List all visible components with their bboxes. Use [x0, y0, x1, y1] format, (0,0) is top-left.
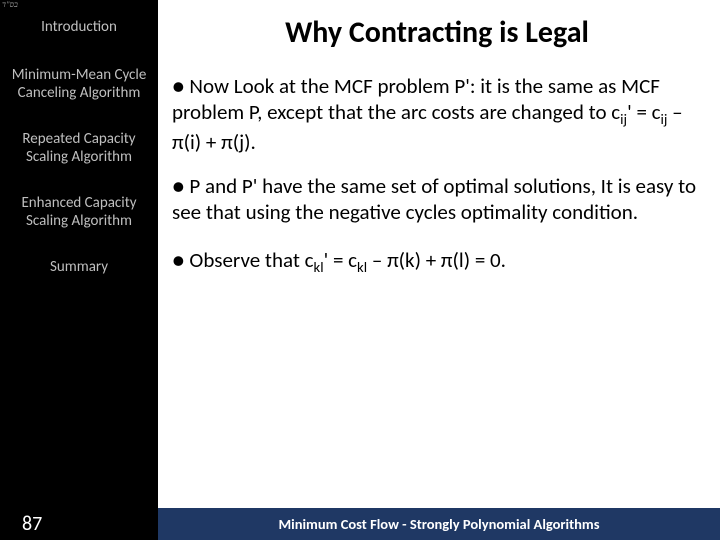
sidebar-item-mmcc[interactable]: Minimum-Mean Cycle Canceling Algorithm [6, 66, 152, 102]
sidebar-item-repeated-scaling[interactable]: Repeated Capacity Scaling Algorithm [6, 130, 152, 166]
main-content: Why Contracting is Legal ● Now Look at t… [158, 0, 720, 508]
sidebar-item-enhanced-scaling[interactable]: Enhanced Capacity Scaling Algorithm [6, 194, 152, 230]
slide: בס"ד Introduction Minimum-Mean Cycle Can… [0, 0, 720, 540]
bullet-2: ● P and P' have the same set of optimal … [172, 173, 702, 229]
slide-title: Why Contracting is Legal [172, 14, 702, 51]
page-number: 87 [0, 508, 158, 540]
corner-mark: בס"ד [2, 0, 18, 9]
slide-body: ● Now Look at the MCF problem P': it is … [172, 73, 702, 294]
footer-title: Minimum Cost Flow - Strongly Polynomial … [158, 515, 720, 533]
sidebar: בס"ד Introduction Minimum-Mean Cycle Can… [0, 0, 158, 508]
slide-top: בס"ד Introduction Minimum-Mean Cycle Can… [0, 0, 720, 508]
footer: 87 Minimum Cost Flow - Strongly Polynomi… [0, 508, 720, 540]
bullet-3: ● Observe that ckl' = ckl – π(k) + π(l) … [172, 247, 702, 277]
sidebar-item-introduction[interactable]: Introduction [41, 18, 117, 36]
sidebar-item-summary[interactable]: Summary [50, 258, 108, 276]
bullet-1: ● Now Look at the MCF problem P': it is … [172, 73, 702, 155]
